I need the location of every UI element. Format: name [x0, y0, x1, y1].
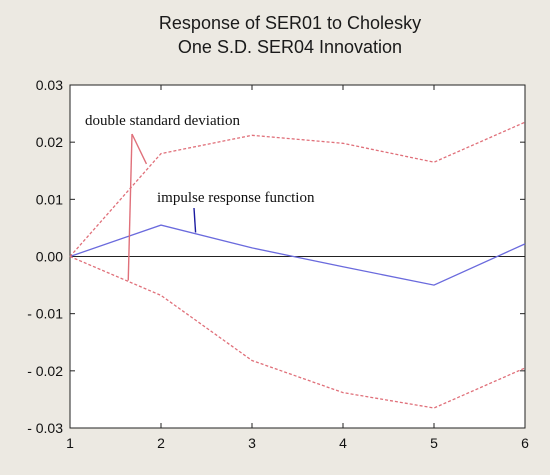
- annotation-pointer: [127, 133, 133, 281]
- annotation-label: double standard deviation: [85, 113, 240, 129]
- series-lines: [69, 121, 526, 409]
- chart-title-line-2: One S.D. SER04 Innovation: [178, 37, 402, 57]
- y-tick-label: 0.03: [36, 77, 63, 93]
- annotation-label: impulse response function: [157, 190, 315, 206]
- annotation-pointer: [193, 207, 197, 233]
- x-tick-label: 4: [339, 435, 347, 451]
- series-line-upper-band: [69, 121, 526, 257]
- y-tick-label: 0.02: [36, 134, 63, 150]
- x-tick-label: 2: [157, 435, 165, 451]
- annotations: double standard deviation impulse respons…: [85, 113, 315, 281]
- y-tick-label: 0.01: [36, 191, 63, 207]
- y-tick-label: 0.00: [36, 249, 63, 265]
- series-line-response: [69, 224, 526, 286]
- y-tick-label: - 0.02: [27, 363, 63, 379]
- x-tick-label: 5: [430, 435, 438, 451]
- y-tick-label: - 0.01: [27, 306, 63, 322]
- annotation-pointer: [131, 133, 148, 165]
- x-tick-label: 1: [66, 435, 74, 451]
- chart-title-line-1: Response of SER01 to Cholesky: [159, 13, 421, 33]
- axis-ticks: 0.03 0.02 0.01 0.00 - 0.01 - 0.02 - 0.031 2 3 4 5 6: [27, 77, 529, 451]
- y-tick-label: - 0.03: [27, 420, 63, 436]
- x-tick-label: 3: [248, 435, 256, 451]
- series-line-lower-band: [69, 255, 526, 409]
- x-tick-label: 6: [521, 435, 529, 451]
